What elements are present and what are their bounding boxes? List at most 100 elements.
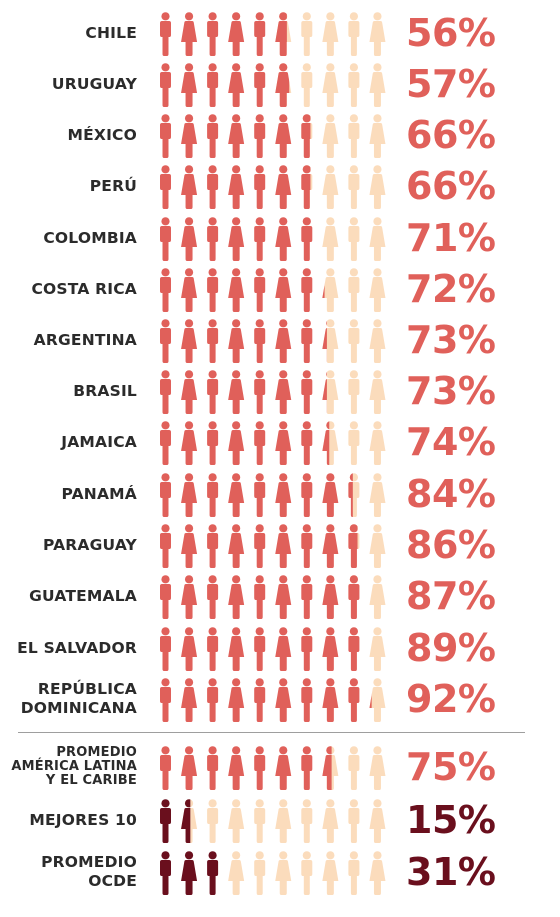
row-1-icons bbox=[160, 63, 386, 107]
person-icon bbox=[181, 627, 198, 671]
person-icon bbox=[369, 370, 386, 414]
row-8-icons bbox=[160, 421, 386, 465]
person-icon bbox=[322, 319, 339, 363]
person-icon bbox=[348, 678, 360, 722]
row-label-line: PROMEDIO bbox=[56, 745, 137, 760]
person-icon bbox=[181, 851, 198, 895]
person-icon bbox=[181, 524, 198, 568]
person-icon bbox=[207, 627, 219, 671]
person-icon bbox=[369, 746, 386, 790]
row-label-line: PARAGUAY bbox=[42, 535, 137, 554]
person-icon bbox=[322, 746, 339, 790]
person-icon bbox=[254, 63, 266, 107]
person-icon bbox=[207, 421, 219, 465]
person-icon bbox=[160, 114, 171, 158]
person-icon bbox=[228, 421, 245, 465]
person-icon bbox=[160, 575, 171, 619]
value-label: 71% bbox=[406, 216, 496, 260]
person-icon bbox=[301, 473, 313, 517]
row-label-line: MEJORES 10 bbox=[29, 810, 137, 829]
person-icon bbox=[228, 524, 245, 568]
row-label: MÉXICO bbox=[7, 126, 137, 145]
person-icon bbox=[322, 63, 339, 107]
person-icon bbox=[301, 678, 313, 722]
value-label: 92% bbox=[406, 677, 496, 721]
row-label: ARGENTINA bbox=[7, 331, 137, 350]
row-label-line: COLOMBIA bbox=[43, 228, 137, 247]
person-icon bbox=[254, 165, 266, 209]
person-icon bbox=[301, 12, 313, 56]
person-icon bbox=[322, 268, 339, 312]
row-0-icons bbox=[160, 12, 386, 56]
value-label: 86% bbox=[406, 523, 496, 567]
person-icon bbox=[348, 114, 360, 158]
person-icon bbox=[160, 319, 171, 363]
person-icon bbox=[275, 12, 292, 56]
row-5-icons bbox=[160, 268, 386, 312]
person-icon bbox=[322, 114, 339, 158]
person-icon bbox=[322, 12, 339, 56]
person-icon bbox=[348, 851, 360, 895]
person-icon bbox=[160, 268, 171, 312]
person-icon bbox=[322, 575, 339, 619]
row-label-line: REPÚBLICA bbox=[37, 680, 137, 698]
person-icon bbox=[275, 746, 292, 790]
person-icon bbox=[207, 12, 219, 56]
person-icon bbox=[254, 319, 266, 363]
person-icon bbox=[301, 114, 313, 158]
person-icon bbox=[348, 627, 360, 671]
person-icon bbox=[160, 217, 171, 261]
row-label: GUATEMALA bbox=[7, 587, 137, 606]
person-icon bbox=[160, 370, 171, 414]
person-icon bbox=[275, 114, 292, 158]
person-icon bbox=[181, 678, 198, 722]
row-label: COSTA RICA bbox=[7, 280, 137, 299]
person-icon bbox=[275, 217, 292, 261]
row-label-line: JAMAICA bbox=[61, 432, 137, 451]
person-icon bbox=[207, 524, 219, 568]
person-icon bbox=[254, 575, 266, 619]
person-icon bbox=[301, 746, 313, 790]
person-icon bbox=[254, 114, 266, 158]
person-icon bbox=[348, 63, 360, 107]
person-icon bbox=[275, 473, 292, 517]
person-icon bbox=[160, 678, 171, 722]
row-label: BRASIL bbox=[7, 382, 137, 401]
row-label: JAMAICA bbox=[7, 433, 137, 452]
row-label-line: PERÚ bbox=[89, 176, 137, 195]
person-icon bbox=[322, 524, 339, 568]
row-4-icons bbox=[160, 217, 386, 261]
person-icon bbox=[369, 627, 386, 671]
person-icon bbox=[160, 473, 171, 517]
row-label-line: MÉXICO bbox=[67, 125, 137, 144]
person-icon bbox=[348, 799, 360, 843]
person-icon bbox=[322, 678, 339, 722]
value-label: 66% bbox=[406, 164, 496, 208]
row-label-line: Y EL CARIBE bbox=[45, 773, 137, 788]
person-icon bbox=[228, 799, 245, 843]
person-icon bbox=[228, 217, 245, 261]
value-label: 56% bbox=[406, 11, 496, 55]
person-icon bbox=[348, 746, 360, 790]
value-label: 66% bbox=[406, 113, 496, 157]
person-icon bbox=[369, 851, 386, 895]
row-label-line: URUGUAY bbox=[51, 74, 137, 93]
person-icon bbox=[254, 268, 266, 312]
person-icon bbox=[301, 627, 313, 671]
row-label: URUGUAY bbox=[7, 75, 137, 94]
value-label: 84% bbox=[406, 472, 496, 516]
person-icon bbox=[322, 217, 339, 261]
row-label: COLOMBIA bbox=[7, 229, 137, 248]
person-icon bbox=[369, 114, 386, 158]
row-label: CHILE bbox=[7, 24, 137, 43]
person-icon bbox=[181, 746, 198, 790]
person-icon bbox=[181, 370, 198, 414]
person-icon bbox=[207, 799, 219, 843]
person-icon bbox=[275, 63, 292, 107]
person-icon bbox=[369, 799, 386, 843]
person-icon bbox=[160, 12, 171, 56]
person-icon bbox=[207, 678, 219, 722]
person-icon bbox=[228, 63, 245, 107]
person-icon bbox=[228, 268, 245, 312]
row-15-icons bbox=[160, 799, 386, 843]
